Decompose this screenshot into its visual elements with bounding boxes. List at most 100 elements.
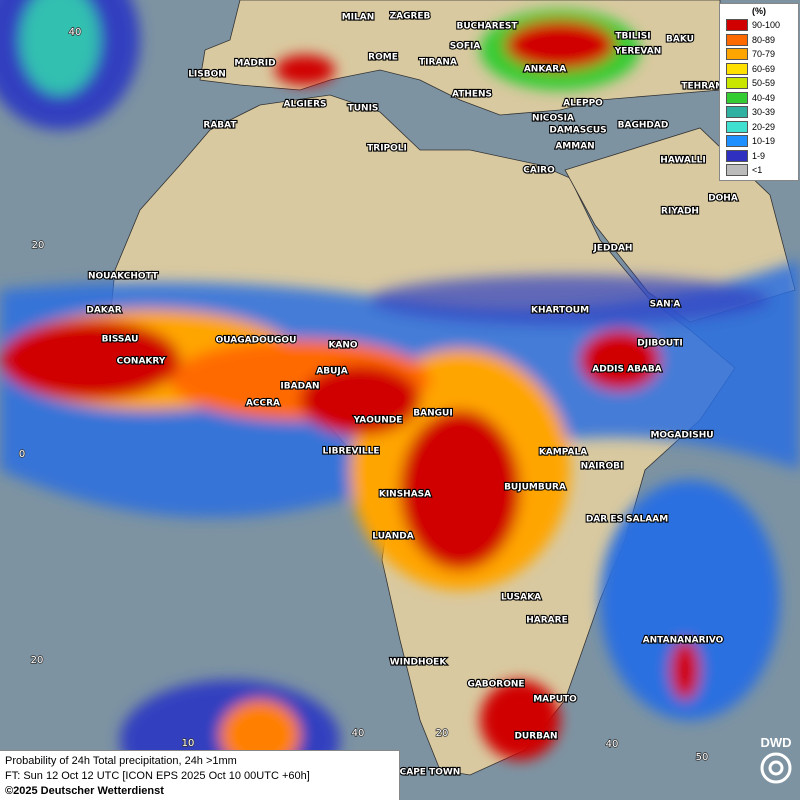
grid-labels: 40 20 0 20 10 40 20 40 50 (18, 26, 709, 764)
city-label: MILAN (342, 13, 375, 23)
city-label: BANGUI (413, 409, 452, 419)
city-label: DAKAR (86, 306, 121, 316)
legend-item: 1-9 (720, 149, 798, 164)
city-label: LUANDA (372, 532, 413, 542)
grid-label: 20 (436, 728, 449, 739)
city-label: ABUJA (316, 367, 347, 377)
city-label: HARARE (526, 616, 567, 626)
city-label: MOGADISHU (650, 431, 713, 441)
legend-item: 70-79 (720, 47, 798, 62)
legend-swatch (726, 91, 748, 104)
legend-label: 20-29 (752, 121, 776, 132)
city-label: YAOUNDE (353, 416, 403, 426)
footer: Probability of 24h Total precipitation, … (0, 750, 400, 800)
legend-swatch (726, 77, 748, 90)
grid-label: 20 (31, 655, 44, 666)
city-label: ANKARA (524, 65, 566, 75)
legend-swatch (726, 33, 748, 46)
legend-label: 1-9 (752, 150, 766, 161)
city-label: TBILISI (615, 32, 650, 42)
legend-swatch (726, 164, 748, 177)
city-label: LUSAKA (501, 593, 541, 603)
footer-line: Probability of 24h Total precipitation, … (5, 755, 237, 767)
city-label: ALGIERS (284, 100, 327, 110)
city-label: DAR ES SALAAM (586, 515, 668, 525)
city-label: ACCRA (246, 399, 280, 409)
grid-label: 50 (696, 752, 709, 763)
legend-item: 60-69 (720, 62, 798, 77)
legend: (%) 90-100 80-89 70-79 60-69 50-59 40-49 30-39… (719, 3, 799, 181)
legend-label: 10-19 (752, 136, 776, 147)
city-label: KAMPALA (539, 448, 587, 458)
grid-label: 40 (606, 739, 619, 750)
city-label: RIYADH (661, 207, 699, 217)
grid-label: 40 (69, 27, 82, 38)
legend-item: 30-39 (720, 105, 798, 120)
legend-swatch (726, 149, 748, 162)
city-label: CAPE TOWN (400, 768, 461, 778)
grid-label: 40 (352, 728, 365, 739)
city-label: KINSHASA (379, 490, 431, 500)
city-label: BUJUMBURA (504, 483, 566, 493)
city-label: SOFIA (450, 42, 481, 52)
city-label: ALEPPO (563, 99, 603, 109)
city-label: AMMAN (555, 142, 594, 152)
legend-swatch (726, 62, 748, 75)
legend-label: <1 (752, 165, 763, 176)
city-label: ATHENS (452, 90, 492, 100)
legend-label: 70-79 (752, 49, 776, 60)
city-label: HAWALLI (660, 156, 705, 166)
legend-item: 50-59 (720, 76, 798, 91)
grid-label: 20 (32, 240, 45, 251)
city-label: TIRANA (419, 58, 457, 68)
city-label: SAN'A (650, 300, 681, 310)
city-label: OUAGADOUGOU (216, 336, 297, 346)
city-label: TEHRAN (681, 82, 722, 92)
city-label: NOUAKCHOTT (88, 272, 159, 282)
city-label: ADDIS ABABA (592, 365, 662, 375)
legend-item: 20-29 (720, 120, 798, 135)
city-label: ANTANANARIVO (643, 636, 724, 646)
city-labels: MILAN ZAGREB BUCHAREST TBILISI BAKU MADRID ROM… (85, 10, 739, 778)
city-label: MADRID (234, 59, 275, 69)
legend-label: 50-59 (752, 78, 776, 89)
city-label: CONAKRY (117, 357, 166, 367)
legend-label: 40-49 (752, 92, 776, 103)
dwd-logo: DWD (754, 735, 798, 797)
legend-swatch (726, 120, 748, 133)
legend-item: 10-19 (720, 134, 798, 149)
city-label: GABORONE (467, 680, 524, 690)
grid-label: 10 (182, 738, 195, 749)
city-label: RABAT (203, 121, 237, 131)
city-label: LISBON (188, 70, 226, 80)
city-label: NICOSIA (532, 114, 574, 124)
legend-label: 30-39 (752, 107, 776, 118)
legend-item: 40-49 (720, 91, 798, 106)
logo-icon (760, 752, 792, 784)
city-label: BAKU (666, 35, 694, 45)
city-label: DOHA (708, 194, 738, 204)
city-label: MAPUTO (533, 695, 577, 705)
legend-swatch (726, 48, 748, 61)
legend-swatch (726, 135, 748, 148)
legend-item: <1 (720, 163, 798, 178)
city-label: BISSAU (102, 335, 139, 345)
city-label: LIBREVILLE (323, 447, 380, 457)
city-label: CAIRO (523, 166, 555, 176)
city-label: WINDHOEK (390, 658, 448, 668)
city-label: NAIROBI (581, 462, 624, 472)
city-label: JEDDAH (593, 244, 633, 254)
logo-text: DWD (760, 735, 792, 750)
legend-label: 80-89 (752, 34, 776, 45)
grid-label: 0 (19, 449, 25, 460)
city-label: IBADAN (280, 382, 319, 392)
legend-swatch (726, 106, 748, 119)
city-label: ZAGREB (390, 12, 431, 22)
legend-title: (%) (752, 6, 766, 16)
city-label: DURBAN (514, 732, 557, 742)
footer-line: FT: Sun 12 Oct 12 UTC [ICON EPS 2025 Oct… (5, 770, 310, 782)
copyright: ©2025 Deutscher Wetterdienst (5, 785, 164, 797)
